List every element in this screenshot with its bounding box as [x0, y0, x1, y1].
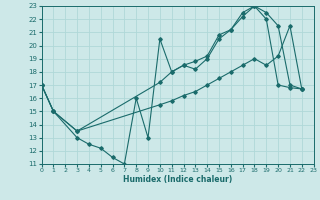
X-axis label: Humidex (Indice chaleur): Humidex (Indice chaleur) [123, 175, 232, 184]
